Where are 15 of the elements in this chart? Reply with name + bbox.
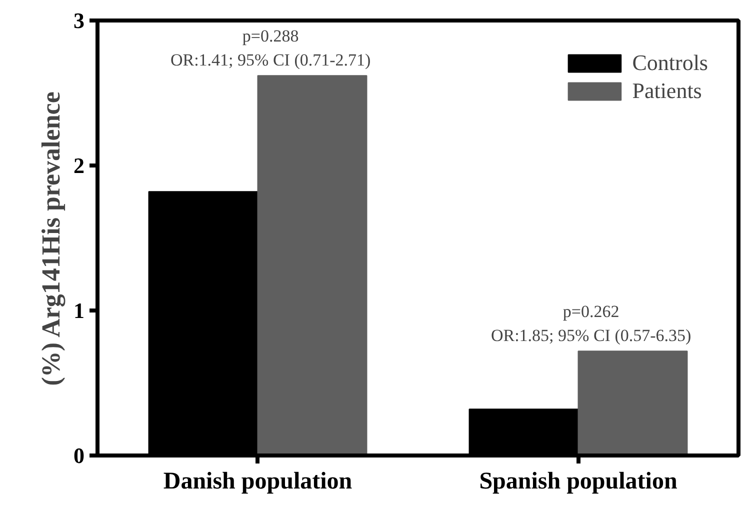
bar (257, 75, 368, 456)
y-tick-label: 0 (74, 443, 84, 468)
annotation: p=0.262 (562, 302, 620, 322)
legend-label: Patients (632, 78, 702, 104)
annotation: p=0.288 (242, 26, 299, 46)
bar (578, 350, 688, 456)
x-tick-label: Spanish population (479, 468, 678, 494)
y-axis-title: (%) Arg141His prevalence (36, 92, 66, 386)
x-tick-label: Danish population (163, 468, 352, 494)
annotation: OR:1.85; 95% CI (0.57-6.35) (490, 326, 692, 346)
annotation: OR:1.41; 95% CI (0.71-2.71) (170, 50, 371, 70)
legend-label: Controls (632, 50, 708, 76)
y-tick-label: 2 (74, 153, 84, 178)
y-tick-label: 1 (74, 298, 84, 323)
y-tick-label: 3 (74, 8, 84, 33)
